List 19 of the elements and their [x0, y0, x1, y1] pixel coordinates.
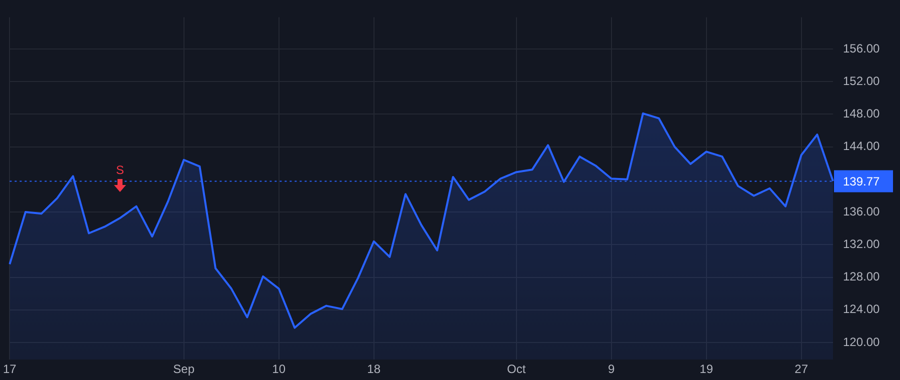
x-tick-label: 10: [272, 362, 286, 376]
y-tick-label: 148.00: [843, 106, 880, 121]
annotation: S: [116, 163, 124, 178]
y-tick-label: 124.00: [843, 302, 880, 316]
ref-line-label: 139.77: [843, 174, 880, 189]
x-tick-label: 19: [700, 362, 714, 376]
x-tick-label: 17: [2, 362, 17, 376]
y-tick-label: 120.00: [843, 334, 880, 349]
y-tick-label: 128.00: [843, 270, 880, 284]
x-tick-label: Sep: [173, 362, 195, 376]
y-tick-label: 156.00: [843, 41, 880, 56]
x-tick-label: 27: [794, 362, 808, 376]
x-tick-label: 9: [608, 362, 615, 376]
y-tick-label: 132.00: [843, 236, 880, 251]
y-tick-label: 152.00: [843, 74, 880, 88]
x-tick-label: Oct: [507, 362, 526, 376]
x-tick-label: 18: [367, 362, 381, 376]
y-tick-label: 144.00: [843, 139, 880, 154]
y-tick-label: 136.00: [843, 204, 880, 218]
